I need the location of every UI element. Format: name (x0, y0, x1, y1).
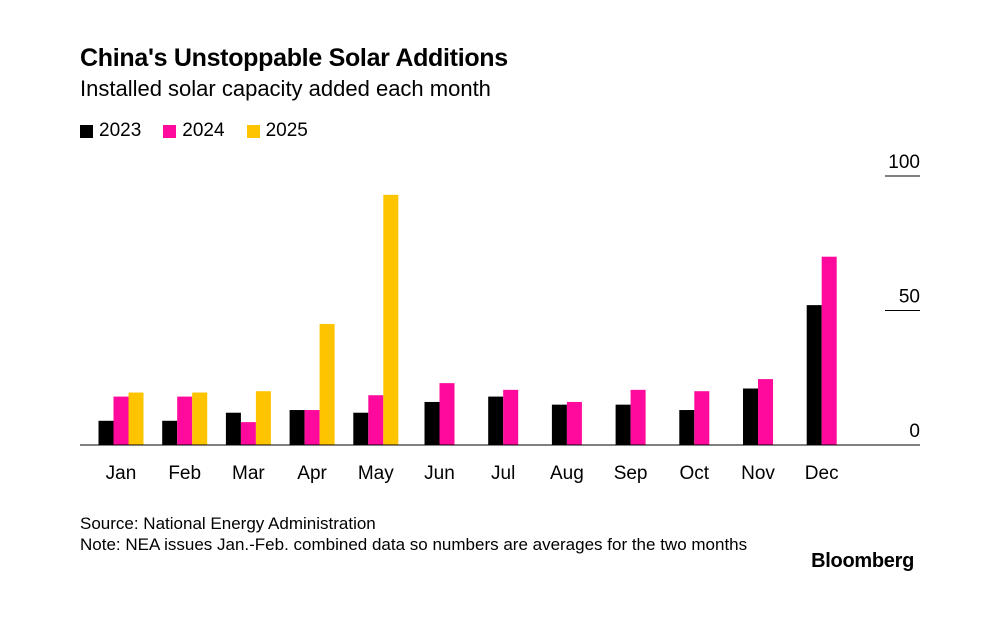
bar-apr-2025 (319, 323, 335, 445)
bar-feb-2025 (192, 392, 208, 445)
legend-label-2024: 2024 (182, 120, 225, 141)
bar-oct-2024 (694, 391, 710, 445)
bar-aug-2024 (566, 401, 582, 445)
legend-swatch-2025 (246, 124, 260, 138)
x-tick-label-feb: Feb (168, 463, 201, 484)
legend-swatch-2023 (80, 124, 93, 138)
chart-title: China's Unstoppable Solar Additions (80, 44, 508, 72)
x-tick-label-nov: Nov (741, 463, 775, 484)
bar-aug-2023 (551, 404, 567, 445)
legend-item-2025: 2025 (246, 120, 308, 142)
bar-feb-2024 (177, 396, 193, 445)
x-tick-label-oct: Oct (680, 463, 710, 484)
bar-jan-2024 (113, 396, 129, 445)
legend-item-2023: 2023 (80, 120, 141, 142)
bar-feb-2023 (162, 420, 178, 445)
chart-subtitle: Installed solar capacity added each mont… (80, 76, 491, 101)
bar-jun-2023 (424, 401, 440, 445)
x-tick-label-jun: Jun (424, 463, 455, 484)
legend-label-2023: 2023 (99, 120, 142, 141)
bar-mar-2024 (240, 422, 256, 445)
x-tick-label-dec: Dec (805, 463, 839, 484)
y-tick-label-100: 100 (888, 152, 920, 173)
bar-may-2023 (353, 412, 369, 445)
y-tick-label-50: 50 (899, 287, 920, 308)
bar-may-2025 (383, 194, 399, 445)
x-tick-label-jul: Jul (491, 463, 515, 484)
source-note: Source: National Energy Administration (80, 514, 376, 533)
x-tick-label-may: May (358, 463, 394, 484)
x-tick-label-apr: Apr (297, 463, 327, 484)
legend-label-2025: 2025 (265, 120, 308, 141)
bar-nov-2023 (743, 388, 758, 445)
bar-may-2024 (368, 395, 384, 445)
bar-nov-2024 (758, 379, 773, 445)
legend-swatch-2024 (163, 124, 177, 138)
bar-oct-2023 (679, 410, 695, 445)
bar-apr-2024 (304, 410, 320, 445)
y-tick-label-0: 0 (909, 421, 920, 442)
bar-mar-2023 (225, 412, 241, 445)
bar-jan-2023 (98, 420, 114, 445)
bar-sep-2023 (615, 404, 631, 445)
bar-jul-2024 (503, 389, 519, 445)
footer: Source: National Energy Administration N… (80, 513, 760, 555)
bar-apr-2023 (289, 410, 305, 445)
bar-jun-2024 (439, 383, 455, 445)
bar-jan-2025 (128, 392, 144, 445)
bar-dec-2024 (821, 256, 837, 445)
x-tick-label-aug: Aug (550, 463, 584, 484)
legend: 2023 2024 2025 (80, 120, 308, 142)
bar-mar-2025 (255, 391, 271, 445)
legend-item-2024: 2024 (163, 120, 225, 142)
bar-jul-2023 (488, 396, 504, 445)
x-tick-label-mar: Mar (232, 463, 265, 484)
bar-dec-2023 (806, 305, 822, 445)
data-note: Note: NEA issues Jan.-Feb. combined data… (80, 535, 748, 554)
x-tick-label-sep: Sep (614, 463, 648, 484)
x-tick-label-jan: Jan (106, 463, 137, 484)
bloomberg-logo: Bloomberg (811, 550, 914, 572)
bar-sep-2024 (630, 389, 646, 445)
